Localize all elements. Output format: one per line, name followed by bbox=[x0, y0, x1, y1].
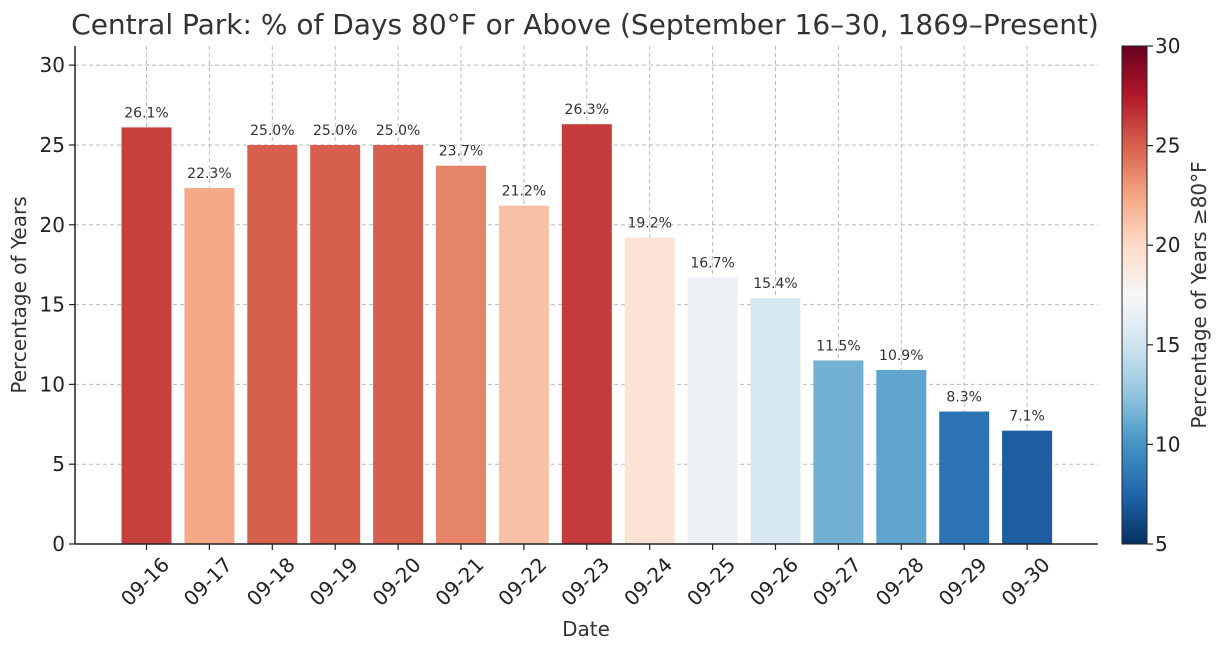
bar-label-09-27: 11.5% bbox=[816, 338, 860, 354]
colorbar-tick-label: 20 bbox=[1155, 233, 1180, 257]
x-tick-label-09-26: 09-26 bbox=[745, 553, 803, 611]
y-axis-label: Percentage of Years bbox=[7, 196, 31, 393]
bar-09-20 bbox=[373, 144, 424, 544]
colorbar-tick-label: 10 bbox=[1155, 432, 1180, 456]
bars bbox=[121, 124, 1053, 545]
bar-09-22 bbox=[498, 205, 549, 544]
x-tick-label-09-16: 09-16 bbox=[116, 553, 174, 611]
x-tick-label-09-22: 09-22 bbox=[493, 553, 551, 611]
bar-label-09-24: 19.2% bbox=[627, 216, 671, 232]
x-tick-label-09-30: 09-30 bbox=[997, 553, 1055, 611]
y-tick-label: 10 bbox=[40, 372, 65, 396]
y-tick-label: 25 bbox=[40, 133, 65, 157]
bar-09-23 bbox=[561, 124, 612, 544]
y-ticks: 0 5 10 15 20 25 30 bbox=[40, 53, 75, 556]
bar-09-30 bbox=[1002, 430, 1053, 544]
colorbar-tick-label: 30 bbox=[1155, 34, 1180, 58]
colorbar-tick-label: 15 bbox=[1155, 333, 1180, 357]
bar-09-19 bbox=[310, 144, 361, 544]
x-tick-label-09-27: 09-27 bbox=[808, 553, 866, 611]
bar-label-09-16: 26.1% bbox=[124, 105, 168, 121]
bar-09-17 bbox=[184, 188, 235, 545]
bar-09-24 bbox=[624, 237, 675, 545]
y-tick-label: 15 bbox=[40, 293, 65, 317]
bar-label-09-25: 16.7% bbox=[690, 255, 734, 271]
x-tick-label-09-25: 09-25 bbox=[682, 553, 740, 611]
bar-label-09-19: 25.0% bbox=[313, 123, 357, 139]
bar-09-29 bbox=[939, 411, 990, 544]
colorbar-tick-label: 25 bbox=[1155, 134, 1180, 158]
bar-label-09-23: 26.3% bbox=[565, 102, 609, 118]
bar-09-28 bbox=[876, 370, 927, 544]
bar-label-09-21: 23.7% bbox=[439, 144, 483, 160]
x-tick-label-09-23: 09-23 bbox=[556, 553, 614, 611]
x-tick-label-09-17: 09-17 bbox=[179, 553, 237, 611]
bar-label-09-22: 21.2% bbox=[502, 184, 546, 200]
x-axis-label: Date bbox=[562, 617, 610, 641]
colorbar-ticks: 5 10 15 20 25 30 bbox=[1147, 34, 1180, 556]
colorbar-tick-label: 5 bbox=[1155, 532, 1168, 556]
bar-09-18 bbox=[247, 144, 298, 544]
x-tick-label-09-18: 09-18 bbox=[242, 553, 300, 611]
x-tick-label-09-29: 09-29 bbox=[934, 553, 992, 611]
colorbar-label: Percentage of Years ≥80°F bbox=[1187, 161, 1211, 428]
chart-title: Central Park: % of Days 80°F or Above (S… bbox=[71, 8, 1099, 41]
y-tick-label: 0 bbox=[52, 532, 65, 556]
x-tick-label-09-19: 09-19 bbox=[305, 553, 363, 611]
y-tick-label: 30 bbox=[40, 53, 65, 77]
bar-label-09-30: 7.1% bbox=[1009, 409, 1045, 425]
x-tick-label-09-21: 09-21 bbox=[430, 553, 488, 611]
x-tick-label-09-28: 09-28 bbox=[871, 553, 929, 611]
bar-label-09-26: 15.4% bbox=[753, 276, 797, 292]
x-tick-label-09-20: 09-20 bbox=[368, 553, 426, 611]
bar-label-09-29: 8.3% bbox=[946, 390, 982, 406]
bar-09-27 bbox=[813, 360, 864, 544]
bar-value-labels: 26.1% 22.3% 25.0% 25.0% 25.0% 23.7% 21.2% 26.3%… bbox=[124, 102, 1045, 424]
bar-09-21 bbox=[436, 165, 486, 544]
colorbar bbox=[1121, 45, 1148, 545]
y-tick-label: 5 bbox=[52, 452, 65, 476]
bar-label-09-28: 10.9% bbox=[879, 348, 923, 364]
bar-09-25 bbox=[687, 277, 738, 544]
x-ticks: 09-16 09-17 09-18 09-19 09-20 09-21 09-22 09-23… bbox=[116, 544, 1055, 611]
bar-label-09-20: 25.0% bbox=[376, 123, 420, 139]
bar-label-09-18: 25.0% bbox=[250, 123, 294, 139]
bar-09-26 bbox=[750, 298, 801, 544]
y-tick-label: 20 bbox=[40, 213, 65, 237]
x-tick-label-09-24: 09-24 bbox=[619, 553, 677, 611]
bar-09-16 bbox=[121, 127, 172, 545]
bar-label-09-17: 22.3% bbox=[187, 166, 231, 182]
